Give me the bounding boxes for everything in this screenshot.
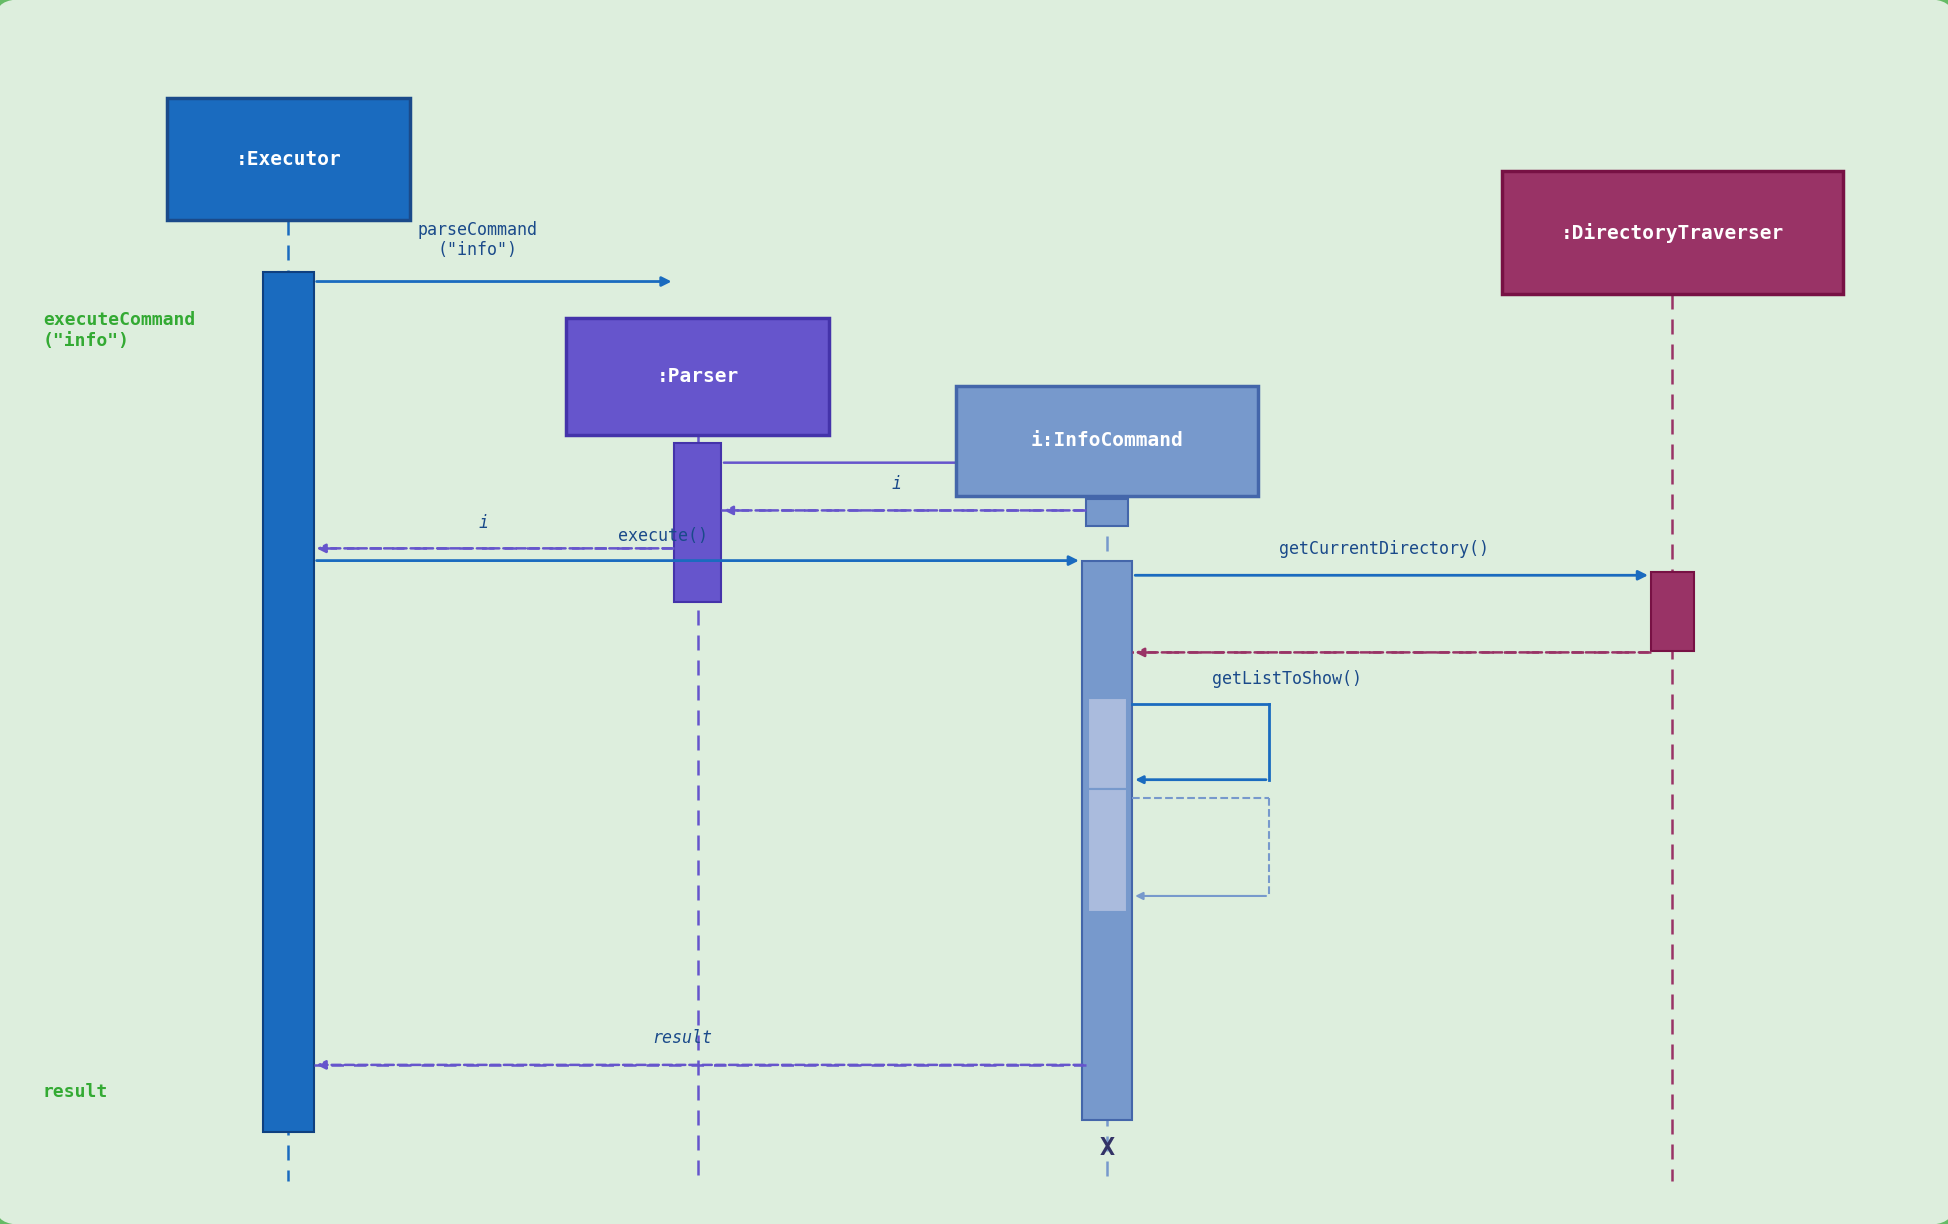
Bar <box>1085 499 1128 526</box>
Bar <box>1087 698 1126 789</box>
Text: :Parser: :Parser <box>656 367 738 386</box>
Bar <box>1081 561 1132 1120</box>
Text: getListToShow(): getListToShow() <box>1212 670 1362 688</box>
Bar <box>674 443 721 602</box>
Bar <box>263 272 314 1132</box>
Text: parseCommand
("info"): parseCommand ("info") <box>417 220 538 259</box>
Text: execute(): execute() <box>618 526 707 545</box>
Text: i:InfoCommand: i:InfoCommand <box>1030 431 1182 450</box>
Bar <box>1650 572 1693 651</box>
Text: result: result <box>43 1083 107 1100</box>
FancyBboxPatch shape <box>166 98 409 220</box>
FancyBboxPatch shape <box>565 318 828 435</box>
Text: X: X <box>1099 1136 1114 1160</box>
Text: executeCommand
("info"): executeCommand ("info") <box>43 311 195 350</box>
FancyBboxPatch shape <box>1500 171 1843 294</box>
Text: i: i <box>890 475 902 493</box>
Text: :DirectoryTraverser: :DirectoryTraverser <box>1560 223 1782 242</box>
Text: :Executor: :Executor <box>236 149 341 169</box>
Text: result: result <box>653 1028 711 1047</box>
Bar <box>1087 789 1126 912</box>
FancyBboxPatch shape <box>955 386 1256 496</box>
Text: getCurrentDirectory(): getCurrentDirectory() <box>1278 540 1488 558</box>
Text: i: i <box>477 514 489 532</box>
